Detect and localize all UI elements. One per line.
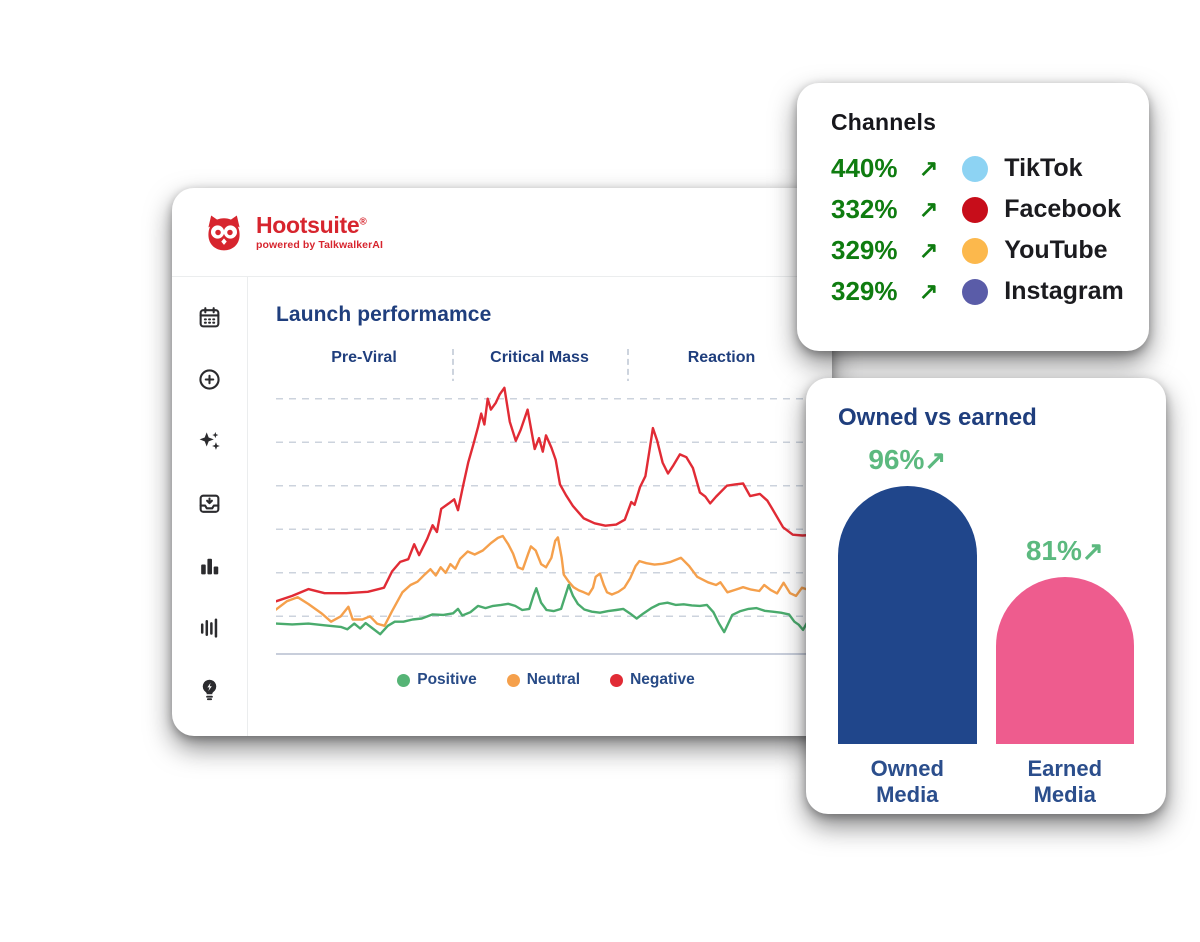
channel-name: YouTube — [1004, 236, 1108, 264]
hootsuite-logo: Hootsuite® powered by TalkwalkerAI — [202, 210, 383, 254]
owl-logo-icon — [208, 215, 240, 251]
launch-chart: Pre-Viral Critical Mass Reaction Positiv… — [276, 349, 816, 689]
trend-up-arrow-icon: ↗ — [924, 445, 947, 475]
calendar-icon[interactable] — [197, 305, 222, 330]
earned-media-percent: 81%↗ — [1025, 535, 1104, 566]
legend-item-positive: Positive — [397, 671, 477, 689]
owned-earned-bars: 96%↗ 81%↗ — [838, 444, 1134, 744]
trend-up-arrow-icon: ↗ — [919, 278, 939, 304]
logo-text: Hootsuite® powered by TalkwalkerAI — [256, 211, 383, 251]
owned-media-column: 96%↗ — [838, 444, 977, 744]
phase-label-reaction: Reaction — [687, 349, 756, 366]
lightbulb-bolt-icon[interactable] — [197, 677, 222, 702]
positive-line — [276, 583, 816, 636]
main-content: Launch performamce Pre-Viral Critical Ma… — [248, 277, 832, 736]
window-header: Hootsuite® powered by TalkwalkerAI — [172, 188, 832, 277]
phase-labels: Pre-Viral Critical Mass Reaction — [276, 349, 816, 373]
tiktok-dot-icon — [962, 155, 989, 182]
phase-label-pre-viral: Pre-Viral — [331, 349, 397, 366]
trend-up-arrow-icon: ↗ — [1081, 536, 1104, 566]
change-value: 440% — [831, 153, 898, 183]
channel-row-facebook: 332% ↗ Facebook — [831, 189, 1149, 230]
channel-name: Facebook — [1004, 195, 1121, 223]
bar-chart-icon[interactable] — [197, 553, 222, 578]
chart-title: Launch performamce — [276, 303, 492, 326]
brand-name: Hootsuite® — [256, 211, 367, 238]
earned-media-column: 81%↗ — [995, 535, 1134, 744]
owned-vs-earned-card: Owned vs earned 96%↗ 81%↗ Owned Media Ea… — [806, 378, 1166, 814]
earned-media-bar — [995, 577, 1134, 744]
window-body: Launch performamce Pre-Viral Critical Ma… — [172, 277, 832, 736]
instagram-dot-icon — [962, 278, 989, 305]
plus-circle-icon[interactable] — [197, 367, 222, 392]
owned-media-percent: 96%↗ — [868, 444, 947, 475]
launch-lines-svg — [276, 386, 816, 636]
change-value: 329% — [831, 235, 898, 265]
channels-title: Channels — [831, 109, 937, 135]
channel-row-instagram: 329% ↗ Instagram — [831, 271, 1149, 312]
owned-card-title: Owned vs earned — [838, 404, 1037, 431]
channel-row-tiktok: 440% ↗ TikTok — [831, 148, 1149, 189]
phase-label-critical-mass: Critical Mass — [490, 349, 589, 366]
owned-media-bar — [838, 486, 977, 744]
trend-up-arrow-icon: ↗ — [919, 155, 939, 181]
chart-legend: Positive Neutral Negative — [276, 671, 816, 689]
legend-item-neutral: Neutral — [506, 671, 580, 689]
earned-media-label: Earned Media — [1027, 756, 1103, 807]
bar-labels-row: Owned Media Earned Media — [838, 756, 1134, 808]
channels-rows: 440% ↗ TikTok 332% ↗ Facebook 329% ↗ You… — [831, 148, 1149, 312]
facebook-dot-icon — [962, 196, 989, 223]
youtube-dot-icon — [962, 237, 989, 264]
channel-name: TikTok — [1004, 154, 1083, 182]
sidebar — [172, 277, 248, 736]
negative-line — [276, 386, 816, 603]
change-value: 332% — [831, 194, 898, 224]
line-plot-area — [276, 381, 816, 655]
brand-tagline: powered by TalkwalkerAI — [256, 238, 383, 251]
trend-up-arrow-icon: ↗ — [919, 237, 939, 263]
owned-media-label: Owned Media — [870, 756, 944, 807]
channel-row-youtube: 329% ↗ YouTube — [831, 230, 1149, 271]
trend-up-arrow-icon: ↗ — [919, 196, 939, 222]
channel-name: Instagram — [1004, 277, 1124, 305]
inbox-download-icon[interactable] — [197, 491, 222, 516]
channels-card: Channels 440% ↗ TikTok 332% ↗ Facebook 3… — [797, 83, 1149, 351]
legend-item-negative: Negative — [610, 671, 695, 689]
equalizer-icon[interactable] — [197, 615, 222, 640]
dashboard-window: Hootsuite® powered by TalkwalkerAI — [172, 188, 832, 736]
sparkles-icon[interactable] — [197, 429, 222, 454]
registered-mark: ® — [359, 216, 367, 228]
change-value: 329% — [831, 276, 898, 306]
positive-dot-icon — [397, 673, 411, 687]
negative-dot-icon — [610, 673, 624, 687]
neutral-line — [276, 534, 816, 627]
neutral-dot-icon — [506, 673, 520, 687]
